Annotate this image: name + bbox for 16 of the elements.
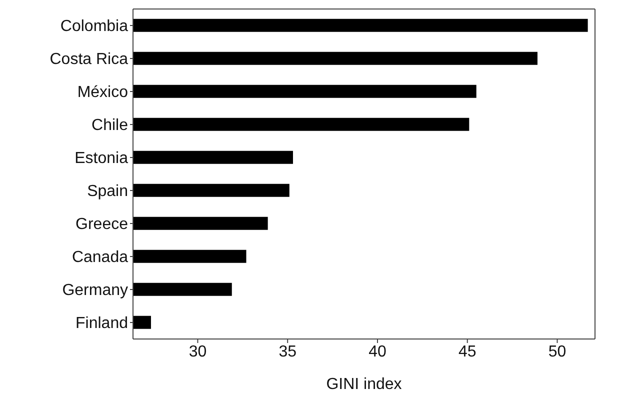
y-tick-label: Costa Rica xyxy=(50,51,128,68)
y-tick-label: Germany xyxy=(62,282,128,300)
x-tick-label: 45 xyxy=(458,343,476,360)
y-tick-label: México xyxy=(77,84,128,102)
x-axis-title: GINI index xyxy=(326,376,402,393)
y-tick-label: Chile xyxy=(92,117,128,134)
y-tick-label: Estonia xyxy=(74,150,128,168)
x-tick-label: 50 xyxy=(548,343,566,360)
y-tick-label: Greece xyxy=(76,216,128,234)
x-tick-label: 30 xyxy=(188,343,207,360)
x-tick-label: 40 xyxy=(368,343,386,360)
y-tick-label: Canada xyxy=(72,249,128,266)
y-tick-label: Colombia xyxy=(60,18,128,36)
y-tick-label: Spain xyxy=(87,183,128,200)
y-tick-label: Finland xyxy=(76,315,128,332)
x-tick-label: 35 xyxy=(278,343,297,360)
